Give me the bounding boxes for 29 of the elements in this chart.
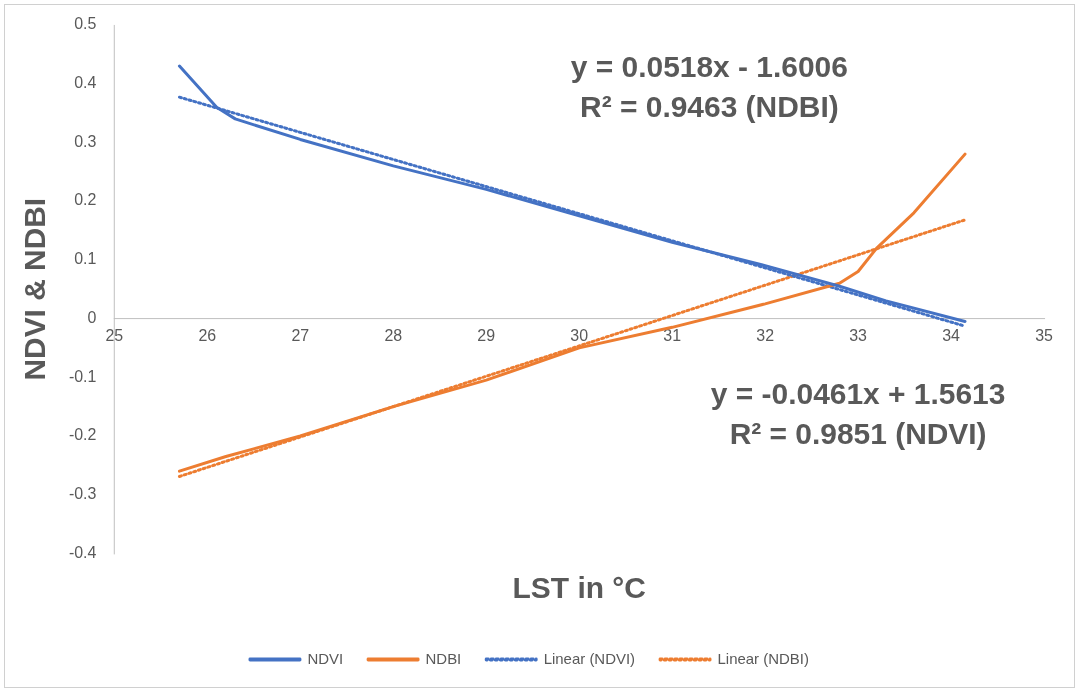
x-tick-label: 25 bbox=[105, 327, 124, 345]
x-tick-label: 30 bbox=[570, 327, 589, 345]
legend-label: NDBI bbox=[425, 649, 462, 667]
x-tick-label: 34 bbox=[942, 327, 961, 345]
y-tick-label: 0.2 bbox=[74, 191, 97, 209]
y-tick-label: 0.5 bbox=[74, 15, 97, 33]
x-tick-label: 31 bbox=[663, 327, 682, 345]
legend-label: Linear (NDVI) bbox=[543, 649, 636, 667]
x-tick-label: 35 bbox=[1035, 327, 1054, 345]
y-axis-title: NDVI & NDBI bbox=[18, 197, 52, 381]
y-tick-label: -0.1 bbox=[68, 367, 97, 385]
legend-label: NDVI bbox=[307, 649, 344, 667]
x-tick-label: 27 bbox=[291, 327, 310, 345]
x-tick-label: 33 bbox=[849, 327, 868, 345]
x-tick-label: 32 bbox=[756, 327, 775, 345]
y-tick-label: -0.2 bbox=[68, 426, 97, 444]
y-tick-label: 0 bbox=[87, 308, 97, 326]
x-axis-title: LST in °C bbox=[512, 570, 646, 604]
x-tick-label: 26 bbox=[198, 327, 217, 345]
y-tick-label: -0.4 bbox=[68, 543, 97, 561]
y-tick-label: 0.3 bbox=[74, 132, 97, 150]
x-tick-label: 28 bbox=[384, 327, 403, 345]
x-tick-label: 29 bbox=[477, 327, 496, 345]
y-tick-label: 0.4 bbox=[74, 74, 97, 92]
y-tick-label: 0.1 bbox=[74, 250, 97, 268]
legend-label: Linear (NDBI) bbox=[717, 649, 809, 667]
y-tick-label: -0.3 bbox=[68, 485, 97, 503]
annotation: y = -0.0461x + 1.5613 R² = 0.9851 (NDVI) bbox=[710, 377, 1006, 451]
annotation: y = 0.0518x - 1.6006 R² = 0.9463 (NDBI) bbox=[570, 49, 848, 123]
